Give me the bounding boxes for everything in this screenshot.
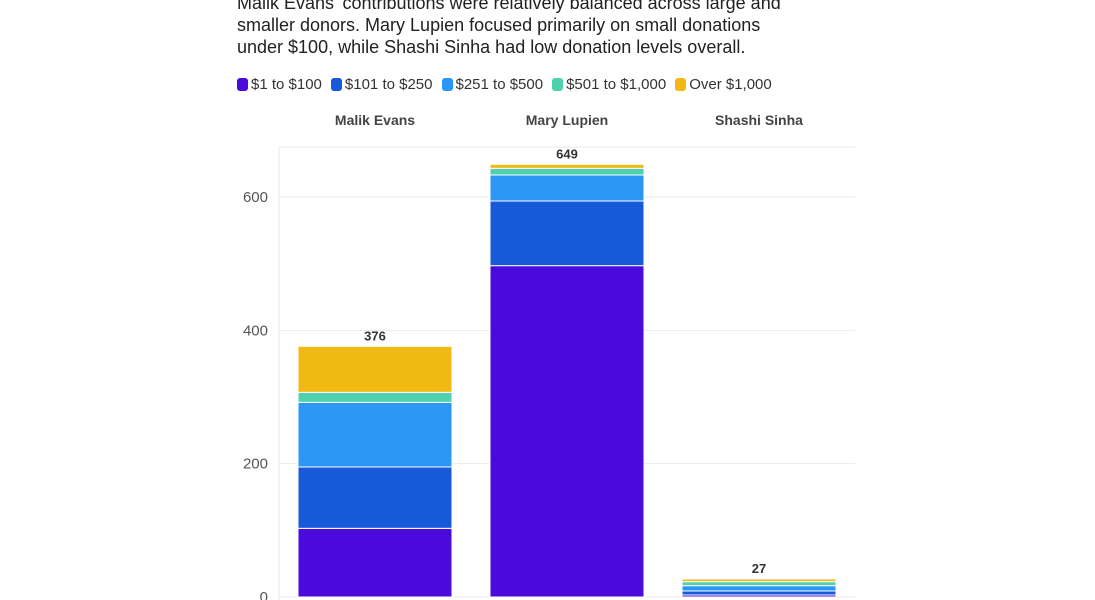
legend-item-101-250[interactable]: $101 to $250 xyxy=(330,76,433,93)
panel-title-malik-evans: Malik Evans xyxy=(335,112,415,128)
panel-titles: Malik Evans Mary Lupien Shashi Sinha xyxy=(335,112,803,128)
legend-label: $101 to $250 xyxy=(344,76,433,93)
legend-item-1-100[interactable]: $1 to $100 xyxy=(237,76,322,93)
total-label-shashi-sinha: 27 xyxy=(752,561,766,576)
bar-segment[interactable] xyxy=(297,391,453,403)
legend-swatch xyxy=(552,78,564,91)
description-line-2: smaller donors. Mary Lupien focused prim… xyxy=(237,15,761,35)
bar-segment[interactable] xyxy=(297,345,453,393)
panel-title-shashi-sinha: Shashi Sinha xyxy=(715,112,803,128)
bar-segment[interactable] xyxy=(681,585,837,592)
total-label-mary-lupien: 649 xyxy=(556,146,578,161)
total-label-malik-evans: 376 xyxy=(364,328,386,343)
bar-segment[interactable] xyxy=(297,466,453,529)
legend-item-over-1000[interactable]: Over $1,000 xyxy=(675,76,772,93)
bar-segment[interactable] xyxy=(297,401,453,468)
bar-segment[interactable] xyxy=(489,163,645,169)
total-labels: 376 649 27 xyxy=(364,146,766,576)
bars xyxy=(297,163,837,598)
legend-item-501-1000[interactable]: $501 to $1,000 xyxy=(552,76,666,93)
legend-swatch xyxy=(330,78,342,91)
bar-segment[interactable] xyxy=(489,167,645,176)
legend-swatch xyxy=(675,78,687,91)
legend-label: $251 to $500 xyxy=(455,76,544,93)
legend: $1 to $100 $101 to $250 $251 to $500 $50… xyxy=(237,76,772,93)
description-line-1: Malik Evans' contributions were relative… xyxy=(237,0,781,13)
bar-segment[interactable] xyxy=(297,527,453,598)
y-axis: 0 200 400 600 xyxy=(243,189,268,600)
bar-segment[interactable] xyxy=(489,200,645,267)
bar-segment[interactable] xyxy=(681,581,837,587)
legend-label: $1 to $100 xyxy=(251,76,322,93)
y-tick-label: 600 xyxy=(243,189,268,206)
y-tick-label: 400 xyxy=(243,322,268,339)
chart-description: Malik Evans' contributions were relative… xyxy=(237,0,857,58)
legend-swatch xyxy=(237,78,248,91)
legend-swatch xyxy=(441,78,453,91)
y-tick-label: 200 xyxy=(243,456,268,473)
bar-segment[interactable] xyxy=(489,174,645,202)
legend-label: $501 to $1,000 xyxy=(566,76,667,93)
panel-title-mary-lupien: Mary Lupien xyxy=(526,112,608,128)
bar-segment[interactable] xyxy=(681,578,837,583)
legend-label: Over $1,000 xyxy=(689,76,772,93)
bar-segment[interactable] xyxy=(681,590,837,596)
y-tick-label: 0 xyxy=(260,589,268,600)
legend-item-251-500[interactable]: $251 to $500 xyxy=(441,76,544,93)
description-line-3: under $100, while Shashi Sinha had low d… xyxy=(237,37,746,57)
bar-segment[interactable] xyxy=(489,265,645,598)
